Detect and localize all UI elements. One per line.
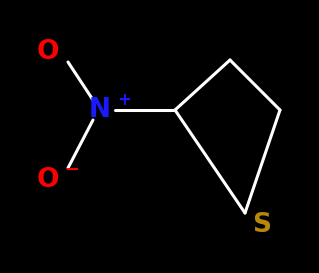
Text: N: N [89,97,111,123]
Text: −: − [64,161,79,179]
Text: O: O [37,39,59,65]
Text: O: O [37,167,59,193]
Text: S: S [253,212,271,238]
Text: +: + [117,91,131,109]
